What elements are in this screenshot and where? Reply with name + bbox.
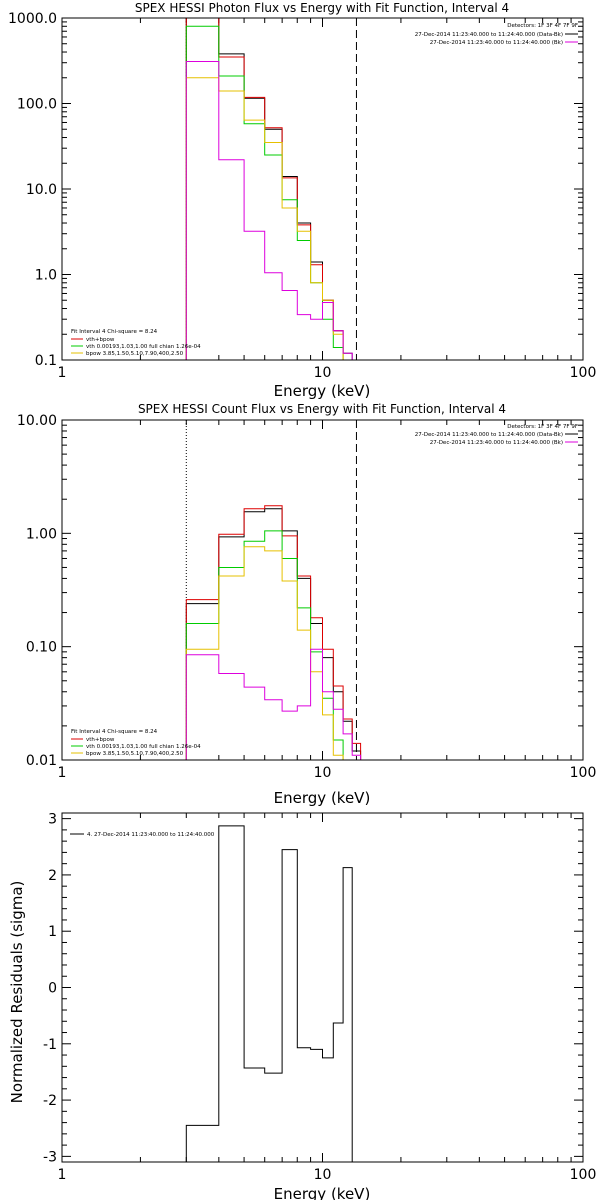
residuals-panel: 1 10 100 -3 -2 -1 0 1 2 3 4. 27-Dec-2014 11:23:40… — [8, 812, 596, 1200]
legend-title: Fit Interval 4 Chi-square = 8.24 — [71, 329, 158, 335]
series-model-line — [185, 505, 362, 760]
y-tick-label: 0.1 — [35, 353, 57, 369]
legend-entry-model: vth+bpow — [86, 737, 115, 743]
legend-entry-bpow: bpow 3.85,1.50,5.10,7.90,400,2.50 — [86, 351, 184, 357]
legend-top-right: Detectors: 1F 3F 4F 7F 9F 27-Dec-2014 11… — [415, 424, 578, 446]
series-bpow-line — [185, 77, 344, 360]
legend-bottom-left: Fit Interval 4 Chi-square = 8.24 vth+bpo… — [71, 329, 201, 357]
count-flux-panel: SPEX HESSI Count Flux vs Energy with Fit… — [17, 402, 596, 807]
chart-title: SPEX HESSI Count Flux vs Energy with Fit… — [138, 402, 506, 416]
series-bpow-line — [185, 546, 344, 760]
y-tick-label: -3 — [43, 1149, 57, 1165]
y-tick-label: 100.0 — [17, 97, 57, 113]
legend-title: Detectors: 1F 3F 4F 7F 9F — [507, 424, 578, 430]
y-axis-label: Normalized Residuals (sigma) — [8, 881, 26, 1104]
series-bk-line — [185, 648, 362, 760]
y-tick-label: 0.10 — [26, 640, 57, 656]
series-bk-line — [185, 61, 353, 360]
x-tick-label: 10 — [314, 365, 332, 381]
legend-bottom-left: Fit Interval 4 Chi-square = 8.24 vth+bpo… — [71, 729, 201, 757]
plot-frame — [61, 419, 584, 761]
axis-ticks: 1 10 100 0.01 0.10 1.00 10.00 — [17, 413, 596, 781]
series-vth-line — [185, 25, 353, 361]
y-tick-label: 0.01 — [26, 753, 57, 769]
y-tick-label: 1.0 — [35, 268, 57, 284]
series-total-line — [185, 508, 362, 760]
legend-entry-model: vth+bpow — [86, 337, 115, 343]
chart-title: SPEX HESSI Photon Flux vs Energy with Fi… — [135, 1, 509, 15]
y-tick-label: 3 — [48, 812, 57, 828]
x-axis-label: Energy (keV) — [274, 789, 371, 807]
series-vth-line — [185, 530, 353, 761]
x-tick-label: 100 — [570, 365, 597, 381]
series-total-line — [185, 825, 353, 1162]
y-tick-label: 10.00 — [17, 413, 57, 429]
legend-title: Fit Interval 4 Chi-square = 8.24 — [71, 729, 158, 735]
x-tick-label: 1 — [58, 765, 67, 781]
x-axis-label: Energy (keV) — [274, 382, 371, 400]
plot-frame — [61, 17, 584, 361]
legend-top-left: 4. 27-Dec-2014 11:23:40.000 to 11:24:40.… — [70, 832, 215, 838]
y-tick-label: 10.0 — [26, 182, 57, 198]
plot-area — [185, 17, 361, 361]
x-tick-label: 10 — [314, 765, 332, 781]
series-total-line — [185, 17, 361, 361]
x-tick-label: 100 — [570, 1167, 597, 1183]
y-tick-label: -1 — [43, 1037, 57, 1053]
plot-area — [185, 825, 353, 1162]
legend-entry-bk: 27-Dec-2014 11:23:40.000 to 11:24:40.000… — [430, 440, 563, 446]
legend-entry-data-bk: 27-Dec-2014 11:23:40.000 to 11:24:40.000… — [415, 32, 563, 38]
legend-entry-data-bk: 27-Dec-2014 11:23:40.000 to 11:24:40.000… — [415, 432, 563, 438]
legend-entry-vth: vth 0.00193,1.03,1.00 full chian 1.26e-0… — [86, 744, 201, 750]
x-tick-label: 100 — [570, 765, 597, 781]
legend-entry-residuals: 4. 27-Dec-2014 11:23:40.000 to 11:24:40.… — [87, 832, 215, 838]
x-axis-label: Energy (keV) — [274, 1185, 371, 1200]
legend-top-right: Detectors: 1F 3F 4F 7F 9F 27-Dec-2014 11… — [415, 23, 578, 46]
photon-flux-panel: SPEX HESSI Photon Flux vs Energy with Fi… — [8, 1, 596, 400]
legend-entry-vth: vth 0.00193,1.03,1.00 full chian 1.26e-0… — [86, 344, 201, 350]
legend-title: Detectors: 1F 3F 4F 7F 9F — [507, 23, 578, 29]
legend-entry-bpow: bpow 3.85,1.50,5.10,7.90,400,2.50 — [86, 751, 184, 757]
series-model-line — [185, 17, 353, 361]
x-tick-label: 10 — [314, 1167, 332, 1183]
axis-ticks: 1 10 100 0.1 1.0 10.0 100.0 1000.0 — [8, 11, 596, 381]
plot-area — [185, 420, 362, 761]
y-tick-label: 1 — [48, 924, 57, 940]
x-tick-label: 1 — [58, 365, 67, 381]
y-tick-label: 0 — [48, 981, 57, 997]
y-tick-label: 2 — [48, 868, 57, 884]
plot-frame — [61, 812, 584, 1163]
x-tick-label: 1 — [58, 1167, 67, 1183]
y-tick-label: -2 — [43, 1093, 57, 1109]
y-tick-label: 1.00 — [26, 526, 57, 542]
y-tick-label: 1000.0 — [8, 11, 57, 27]
axis-ticks: 1 10 100 -3 -2 -1 0 1 2 3 — [43, 812, 596, 1183]
legend-entry-bk: 27-Dec-2014 11:23:40.000 to 11:24:40.000… — [430, 40, 563, 46]
